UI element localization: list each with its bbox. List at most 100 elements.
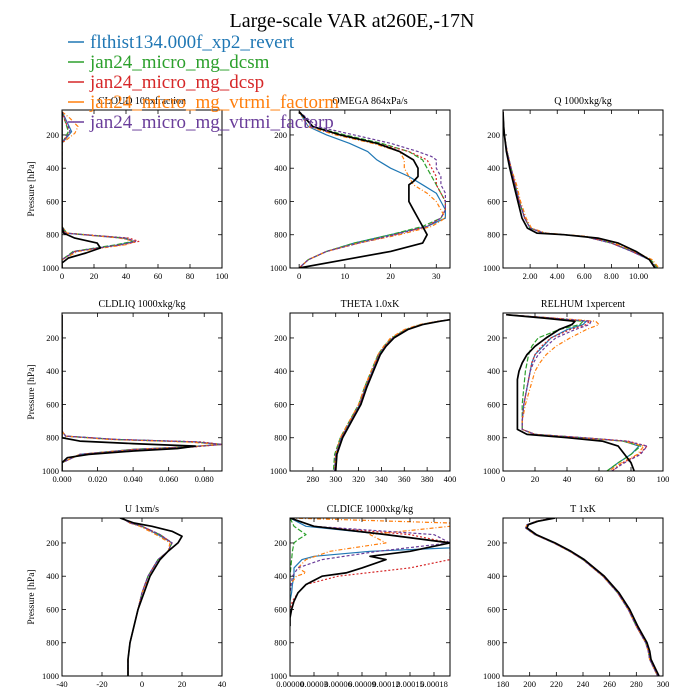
- x-tick-label: -20: [96, 679, 107, 689]
- series-line: [62, 314, 222, 471]
- x-tick-label: 200: [523, 679, 536, 689]
- y-tick-label: 600: [487, 399, 500, 409]
- y-tick-label: 200: [46, 130, 59, 140]
- x-tick-label: 10: [341, 271, 350, 281]
- y-tick-label: 400: [46, 163, 59, 173]
- y-tick-label: 400: [274, 571, 287, 581]
- y-tick-label: 800: [274, 230, 287, 240]
- legend: flthist134.000f_xp2_revertjan24_micro_mg…: [68, 32, 339, 133]
- x-tick-label: 0.080: [195, 474, 214, 484]
- x-tick-label: 0: [60, 271, 64, 281]
- x-tick-label: 20: [386, 271, 395, 281]
- x-tick-label: 20: [178, 679, 187, 689]
- series-lines: [332, 318, 450, 471]
- y-tick-label: 400: [274, 366, 287, 376]
- series-line: [298, 111, 446, 268]
- legend-item: jan24_micro_mg_dcsm: [68, 52, 270, 73]
- x-tick-label: 6.00: [577, 271, 592, 281]
- legend-label: jan24_micro_mg_vtrmi_factorp: [89, 112, 334, 133]
- series-line: [334, 319, 450, 471]
- figure-title: Large-scale VAR at260E,-17N: [230, 10, 475, 32]
- series-line: [525, 518, 659, 676]
- x-tick-label: 380: [421, 474, 434, 484]
- panel-title: U 1xm/s: [125, 504, 159, 515]
- x-tick-label: 0.00006: [324, 679, 352, 689]
- panel-title: T 1xK: [570, 504, 596, 515]
- series-line: [298, 111, 446, 268]
- y-tick-label: 200: [274, 538, 287, 548]
- x-tick-label: 80: [627, 474, 636, 484]
- series-line: [334, 319, 450, 471]
- x-tick-label: 10.00: [629, 271, 648, 281]
- panel-title: CLDICE 1000xkg/kg: [327, 504, 413, 515]
- series-line: [506, 313, 635, 471]
- series-line: [62, 314, 222, 471]
- series-line: [62, 111, 140, 268]
- series-line: [503, 111, 656, 268]
- x-tick-label: 400: [444, 474, 457, 484]
- y-tick-label: 600: [46, 399, 59, 409]
- x-tick-label: 0.00009: [348, 679, 376, 689]
- x-tick-label: 0.000: [52, 474, 71, 484]
- panel-title: CLDLIQ 1000xkg/kg: [99, 299, 186, 310]
- panel-title: OMEGA 864xPa/s: [332, 96, 407, 107]
- x-tick-label: 360: [398, 474, 411, 484]
- panel-title: RELHUM 1xpercent: [541, 299, 625, 310]
- x-tick-label: 0: [297, 271, 301, 281]
- series-line: [62, 111, 102, 268]
- y-tick-label: 800: [46, 230, 59, 240]
- panel-title: CLOUD 100xfraction: [98, 96, 186, 107]
- x-tick-label: 220: [550, 679, 563, 689]
- y-tick-label: 200: [46, 333, 59, 343]
- series-line: [525, 518, 659, 676]
- y-tick-label: 1000: [42, 263, 59, 273]
- series-line: [503, 111, 660, 268]
- x-tick-label: 20: [90, 271, 99, 281]
- y-tick-label: 400: [487, 571, 500, 581]
- plot-frame: [502, 517, 664, 677]
- series-line: [503, 111, 657, 268]
- x-tick-label: 300: [657, 679, 670, 689]
- series-line: [62, 111, 137, 268]
- legend-label: jan24_micro_mg_dcsm: [89, 52, 270, 73]
- y-tick-label: 600: [46, 196, 59, 206]
- y-axis-label: Pressure [hPa]: [27, 161, 37, 216]
- series-line: [62, 314, 197, 471]
- series-line: [525, 518, 659, 676]
- chart-panel: 200 400 600 800 1000 2.00 4.00 6.00 8.00 10.00 Q 1…: [483, 96, 664, 281]
- series-line: [62, 314, 222, 471]
- y-tick-label: 600: [46, 604, 59, 614]
- x-tick-label: 280: [306, 474, 319, 484]
- x-tick-label: 180: [497, 679, 510, 689]
- x-tick-label: 260: [603, 679, 616, 689]
- y-tick-label: 600: [487, 196, 500, 206]
- y-tick-label: 400: [274, 163, 287, 173]
- series-lines: [503, 111, 660, 268]
- series-line: [298, 111, 446, 268]
- series-line: [334, 319, 450, 471]
- series-lines: [62, 314, 222, 471]
- series-line: [506, 314, 642, 471]
- x-tick-label: 4.00: [550, 271, 565, 281]
- y-tick-label: 800: [274, 638, 287, 648]
- y-tick-label: 400: [487, 366, 500, 376]
- series-line: [290, 518, 450, 585]
- legend-label: jan24_micro_mg_dcsp: [89, 72, 264, 93]
- y-tick-label: 1000: [483, 671, 500, 681]
- series-lines: [525, 518, 660, 676]
- x-tick-label: 240: [577, 679, 590, 689]
- y-tick-label: 400: [46, 366, 59, 376]
- y-tick-label: 800: [487, 638, 500, 648]
- x-tick-label: 100: [216, 271, 229, 281]
- x-tick-label: 320: [352, 474, 365, 484]
- x-tick-label: 0.00015: [396, 679, 424, 689]
- x-tick-label: 0.00012: [372, 679, 400, 689]
- legend-item: flthist134.000f_xp2_revert: [68, 32, 295, 53]
- x-tick-label: 100: [657, 474, 670, 484]
- y-tick-label: 800: [46, 433, 59, 443]
- plot-frame: [289, 109, 451, 269]
- x-tick-label: 0.00000: [276, 679, 304, 689]
- x-tick-label: 20: [531, 474, 540, 484]
